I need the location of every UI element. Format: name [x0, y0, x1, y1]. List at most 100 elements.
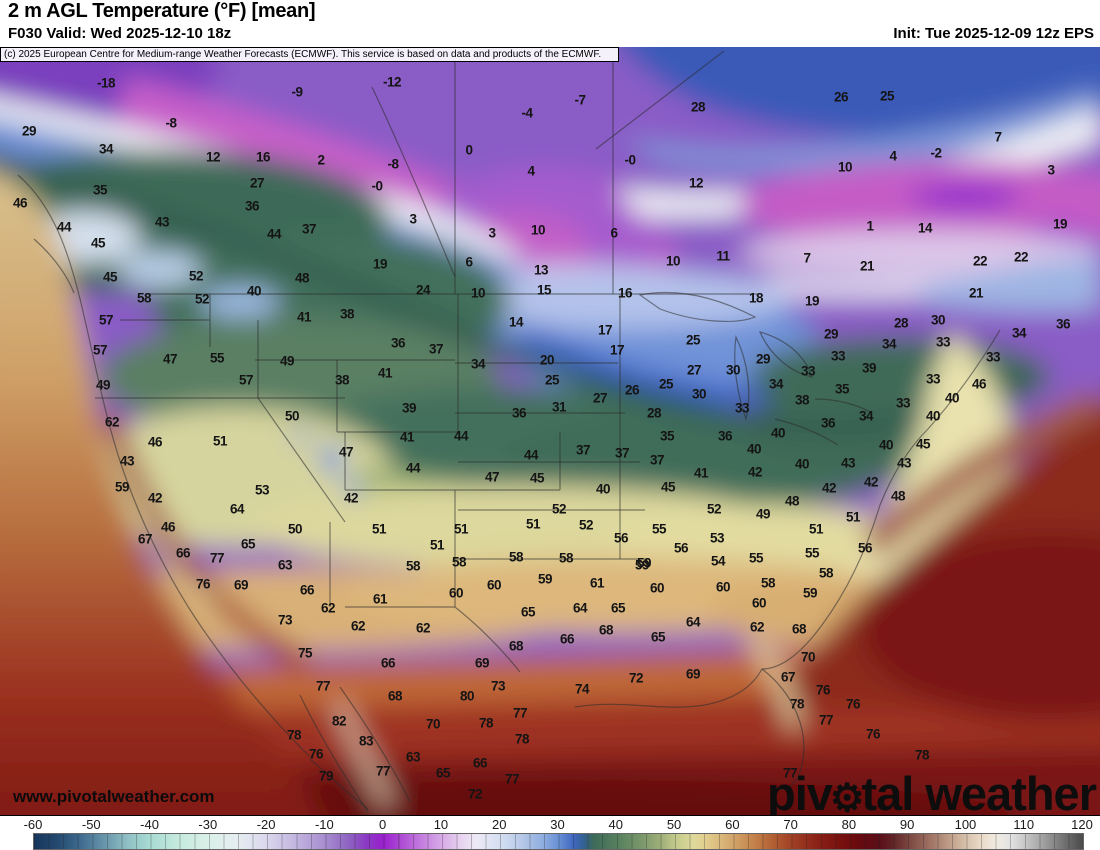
- temp-value: 22: [1013, 249, 1029, 265]
- temp-value: 56: [613, 530, 629, 546]
- temp-value: 43: [119, 453, 135, 469]
- temp-value: 61: [589, 575, 605, 591]
- temp-value: 53: [254, 482, 270, 498]
- temp-value: 50: [284, 408, 300, 424]
- temp-value: 39: [861, 360, 877, 376]
- temp-value: 60: [649, 580, 665, 596]
- temp-value: 77: [375, 763, 391, 779]
- temp-value: 69: [685, 666, 701, 682]
- init-time-label: Init: Tue 2025-12-09 12z EPS: [893, 25, 1094, 42]
- temp-value: 51: [453, 521, 469, 537]
- temp-value: 1: [866, 218, 874, 234]
- temp-value: 74: [574, 681, 590, 697]
- temp-value: 4: [889, 148, 897, 164]
- temp-value: 51: [212, 433, 228, 449]
- temp-value: 34: [768, 376, 784, 392]
- temp-value: 76: [845, 696, 861, 712]
- temp-value: 58: [405, 558, 421, 574]
- temp-value: 34: [881, 336, 897, 352]
- temp-value: 67: [780, 669, 796, 685]
- temp-value: 68: [598, 622, 614, 638]
- temp-value: 48: [294, 270, 310, 286]
- temp-value: 70: [425, 716, 441, 732]
- temp-value: 77: [818, 712, 834, 728]
- temp-value: 60: [751, 595, 767, 611]
- temp-value: 55: [804, 545, 820, 561]
- temp-value: 14: [508, 314, 524, 330]
- temp-value: 33: [800, 363, 816, 379]
- temp-value: 59: [537, 571, 553, 587]
- temp-value: 41: [377, 365, 393, 381]
- temp-value: 16: [255, 149, 271, 165]
- temp-value: 62: [350, 618, 366, 634]
- temp-value: -12: [382, 74, 402, 90]
- temp-value: 45: [529, 470, 545, 486]
- temp-value: 3: [1047, 162, 1055, 178]
- temp-value: -2: [930, 145, 942, 161]
- temp-value: 62: [104, 414, 120, 430]
- temp-value: 25: [544, 372, 560, 388]
- temp-value: 46: [971, 376, 987, 392]
- temp-value: 12: [688, 175, 704, 191]
- page-title: 2 m AGL Temperature (°F) [mean]: [8, 0, 316, 22]
- temp-value: 66: [559, 631, 575, 647]
- temp-value: 38: [334, 372, 350, 388]
- temp-value: 33: [985, 349, 1001, 365]
- temperature-field: [0, 47, 1100, 815]
- temp-value: 17: [597, 322, 613, 338]
- temp-value: 65: [240, 536, 256, 552]
- temp-value: 13: [533, 262, 549, 278]
- temp-value: 37: [575, 442, 591, 458]
- temp-value: 21: [968, 285, 984, 301]
- temp-value: 51: [429, 537, 445, 553]
- temp-value: 36: [390, 335, 406, 351]
- temp-value: 28: [646, 405, 662, 421]
- temp-value: 68: [508, 638, 524, 654]
- colorbar-tick: 80: [841, 817, 857, 832]
- temp-value: 63: [405, 749, 421, 765]
- temp-value: 34: [470, 356, 486, 372]
- colorbar-tick: 20: [491, 817, 507, 832]
- temp-value: 78: [514, 731, 530, 747]
- colorbar-tick: 10: [433, 817, 449, 832]
- temp-value: 30: [691, 386, 707, 402]
- colorbar-tick: 40: [608, 817, 623, 832]
- temp-value: 36: [717, 428, 733, 444]
- temp-value: 38: [339, 306, 355, 322]
- temp-value: 58: [508, 549, 524, 565]
- temp-value: 15: [536, 282, 552, 298]
- temp-value: 45: [102, 269, 118, 285]
- temp-value: 45: [915, 436, 931, 452]
- temp-value: 27: [249, 175, 265, 191]
- colorbar: [33, 833, 1084, 850]
- temp-value: 34: [98, 141, 114, 157]
- temp-value: 73: [490, 678, 506, 694]
- temp-value: 58: [451, 554, 467, 570]
- temp-value: 64: [572, 600, 588, 616]
- temp-value: 76: [308, 746, 324, 762]
- temp-value: 41: [693, 465, 709, 481]
- temp-value: 58: [558, 550, 574, 566]
- temp-value: 65: [610, 600, 626, 616]
- temperature-shading: [0, 47, 1100, 815]
- colorbar-tick: -40: [140, 817, 159, 832]
- temp-value: 59: [636, 555, 652, 571]
- temp-value: 38: [794, 392, 810, 408]
- temp-value: 14: [917, 220, 933, 236]
- brand-prefix: piv: [766, 767, 833, 816]
- temp-value: 40: [794, 456, 810, 472]
- temp-value: 59: [802, 585, 818, 601]
- temp-value: 17: [609, 342, 625, 358]
- temp-value: -8: [165, 115, 177, 131]
- temp-value: 65: [650, 629, 666, 645]
- temp-value: 35: [659, 428, 675, 444]
- temp-value: 33: [830, 348, 846, 364]
- temp-value: 44: [453, 428, 469, 444]
- temp-value: 80: [459, 688, 475, 704]
- temp-value: 58: [136, 290, 152, 306]
- temp-value: 55: [748, 550, 764, 566]
- temp-value: 53: [709, 530, 725, 546]
- colorbar-segments: [34, 834, 1083, 849]
- temp-value: 48: [784, 493, 800, 509]
- temp-value: -4: [521, 105, 533, 121]
